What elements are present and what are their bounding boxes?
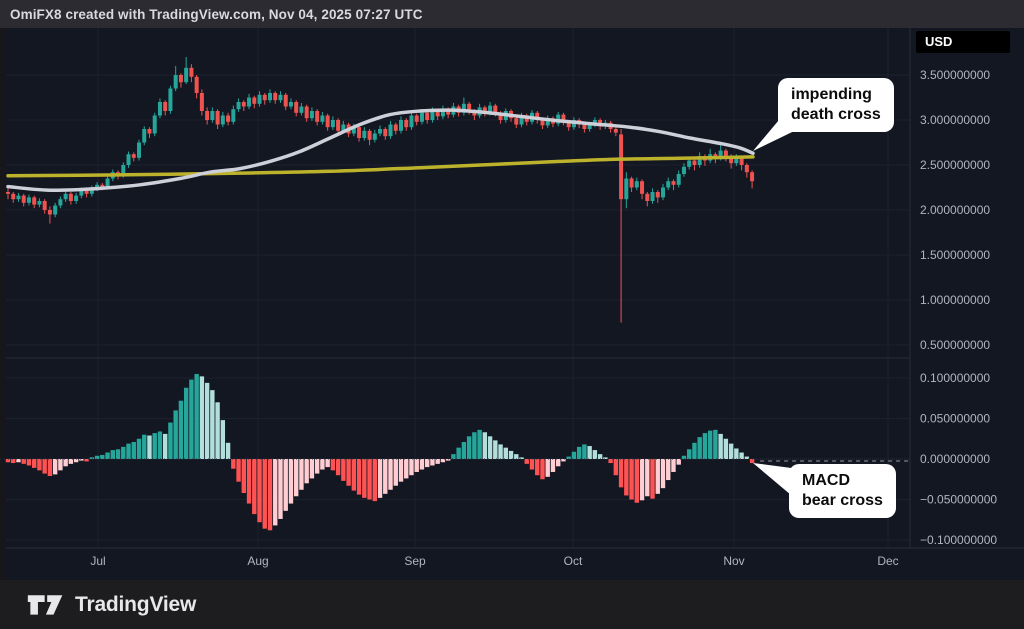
svg-text:Dec: Dec: [877, 554, 898, 568]
footer-bar: TradingView: [0, 580, 1024, 629]
annotation-macd-bear-cross[interactable]: MACD bear cross: [789, 464, 896, 518]
attribution-bar: OmiFX8 created with TradingView.com, Nov…: [0, 0, 1024, 28]
annotation-line: death cross: [791, 106, 881, 123]
price-axis[interactable]: 3.500000000 3.000000000 2.500000000 2.00000…: [920, 68, 990, 352]
svg-text:Nov: Nov: [723, 554, 744, 568]
svg-text:3.500000000: 3.500000000: [920, 68, 990, 82]
svg-text:Aug: Aug: [247, 554, 268, 568]
annotation-line: bear cross: [802, 492, 883, 509]
slow-ma-line[interactable]: [6, 155, 755, 178]
time-axis[interactable]: Jul Aug Sep Oct Nov Dec: [90, 554, 898, 568]
svg-text:Oct: Oct: [564, 554, 583, 568]
svg-text:Jul: Jul: [90, 554, 105, 568]
pane-separators: [0, 28, 1024, 580]
chart-area[interactable]: 3.500000000 3.000000000 2.500000000 2.00000…: [0, 28, 1024, 580]
svg-text:0.100000000: 0.100000000: [920, 371, 990, 385]
svg-text:3.000000000: 3.000000000: [920, 113, 990, 127]
svg-text:−0.050000000: −0.050000000: [920, 493, 997, 507]
svg-text:1.000000000: 1.000000000: [920, 293, 990, 307]
svg-text:2.000000000: 2.000000000: [920, 203, 990, 217]
svg-text:0.000000000: 0.000000000: [920, 452, 990, 466]
fast-ma-line[interactable]: [6, 108, 755, 192]
annotation-line: impending: [791, 86, 872, 103]
currency-badge[interactable]: USD: [916, 31, 1010, 53]
annotation-line: MACD: [802, 472, 850, 489]
attribution-text: OmiFX8 created with TradingView.com, Nov…: [10, 6, 423, 22]
candlestick-series[interactable]: [6, 57, 755, 323]
annotation-death-cross[interactable]: impending death cross: [778, 78, 894, 132]
tradingview-logo-icon[interactable]: [27, 591, 64, 618]
svg-text:0.050000000: 0.050000000: [920, 412, 990, 426]
svg-text:2.500000000: 2.500000000: [920, 158, 990, 172]
annotation-tails: [753, 108, 819, 495]
macd-histogram[interactable]: [5, 373, 755, 531]
svg-text:0.500000000: 0.500000000: [920, 338, 990, 352]
macd-zero-line: [0, 458, 910, 462]
svg-text:1.500000000: 1.500000000: [920, 248, 990, 262]
chart-canvas[interactable]: 3.500000000 3.000000000 2.500000000 2.00000…: [0, 28, 1024, 580]
macd-axis[interactable]: 0.100000000 0.050000000 0.000000000 −0.0500…: [920, 371, 997, 547]
brand-name: TradingView: [75, 592, 197, 616]
svg-text:Sep: Sep: [404, 554, 426, 568]
svg-text:−0.100000000: −0.100000000: [920, 533, 997, 547]
